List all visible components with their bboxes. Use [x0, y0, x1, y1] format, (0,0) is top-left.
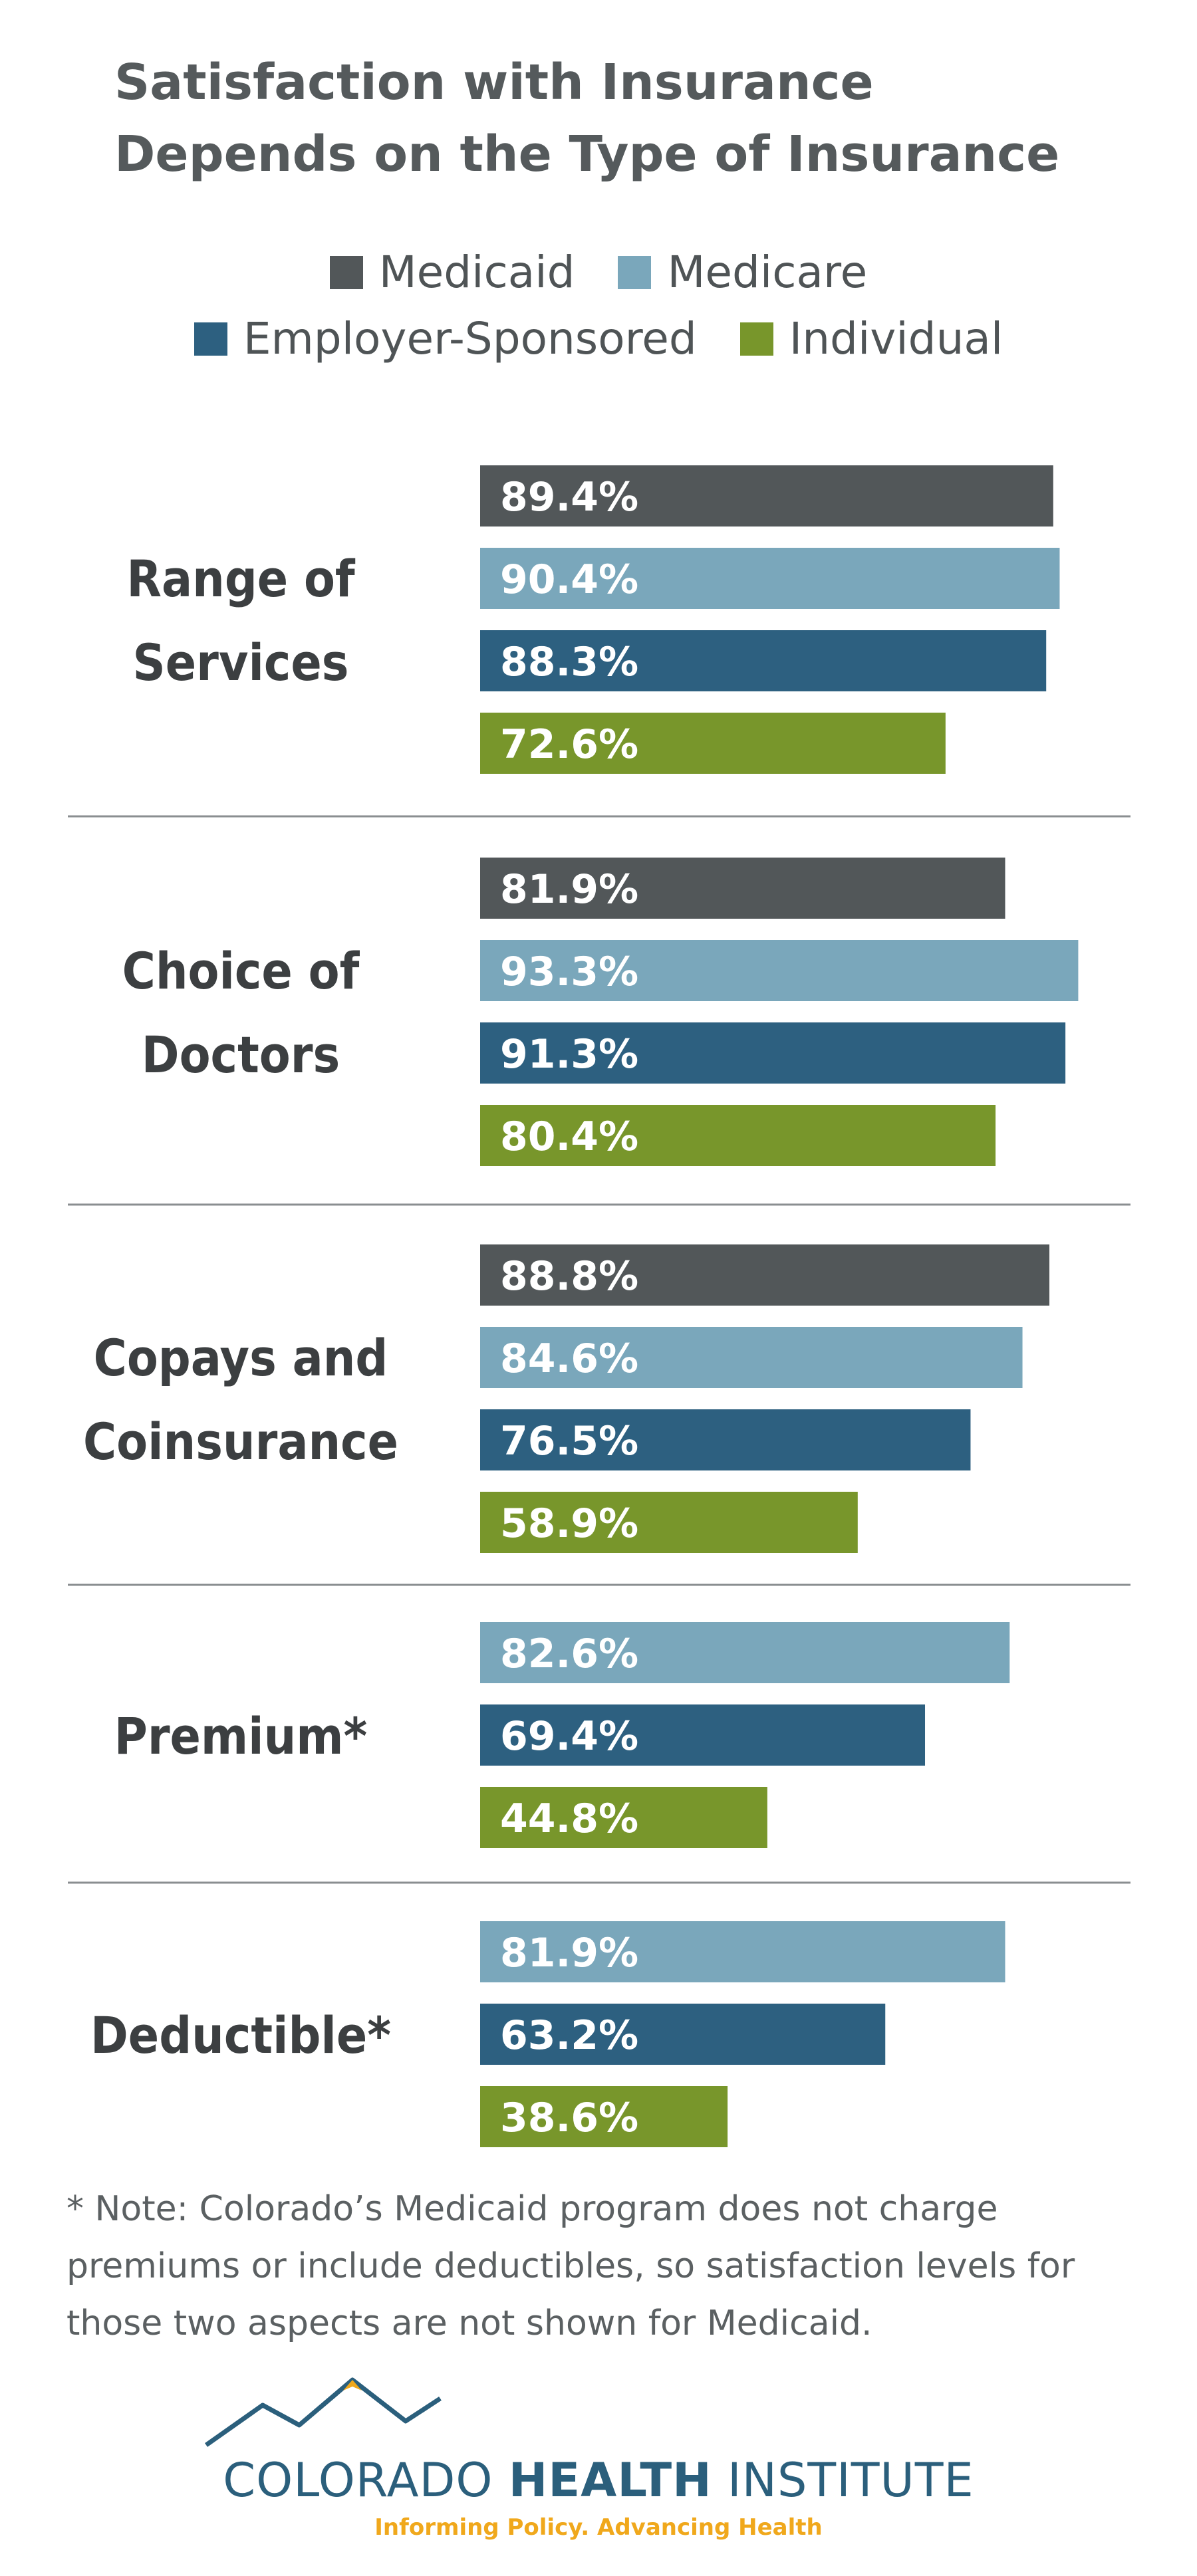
legend-label-medicaid: Medicaid — [378, 247, 575, 298]
legend-item-individual: Individual — [739, 312, 1003, 366]
chart-title-line-1: Satisfaction with Insurance — [114, 54, 874, 111]
logo-tagline: Informing Policy. Advancing Health — [374, 2514, 823, 2541]
bar-range-of-services-employer-sponsored — [480, 630, 1047, 691]
footnote-line-3: those two aspects are not shown for Medi… — [66, 2303, 872, 2343]
legend-label-medicare: Medicare — [667, 247, 868, 298]
bar-value-label-copays-and-coinsurance-medicare: 84.6% — [500, 1336, 638, 1382]
organization-logo: COLORADO HEALTH INSTITUTE Informing Poli… — [0, 2367, 1197, 2566]
legend-item-medicare: Medicare — [618, 246, 867, 299]
legend-item-medicaid: Medicaid — [329, 246, 575, 299]
chart-title: Satisfaction with Insurance Depends on t… — [114, 47, 1152, 190]
category-label-range-of-services-line-1: Range of — [126, 549, 356, 608]
bar-value-label-copays-and-coinsurance-medicaid: 88.8% — [500, 1253, 638, 1300]
bar-value-label-deductible-employer-sponsored: 63.2% — [500, 2012, 638, 2059]
bar-value-label-deductible-individual: 38.6% — [500, 2095, 638, 2141]
bar-premium-individual — [480, 1787, 767, 1848]
legend-row-1: Medicaid Medicare — [0, 246, 1197, 300]
logo-word-light: COLORADO — [223, 2453, 509, 2508]
legend-swatch-medicare — [618, 256, 652, 289]
category-label-copays-and-coinsurance-line-2: Coinsurance — [83, 1412, 398, 1471]
bar-range-of-services-medicare — [480, 548, 1060, 609]
bar-choice-of-doctors-medicaid — [480, 858, 1005, 919]
bar-value-label-choice-of-doctors-individual: 80.4% — [500, 1113, 638, 1160]
legend-label-employer-sponsored: Employer-Sponsored — [243, 313, 697, 364]
bar-value-label-premium-medicare: 82.6% — [500, 1631, 638, 1677]
category-label-copays-and-coinsurance-line-1: Copays and — [94, 1328, 388, 1387]
bar-value-label-copays-and-coinsurance-employer-sponsored: 76.5% — [500, 1418, 638, 1464]
footnote: * Note: Colorado’s Medicaid program does… — [66, 2180, 1157, 2352]
bar-copays-and-coinsurance-medicaid — [480, 1244, 1050, 1306]
category-label-premium-line-1: Premium* — [114, 1706, 368, 1766]
legend-swatch-individual — [739, 322, 773, 356]
bar-copays-and-coinsurance-employer-sponsored — [480, 1409, 971, 1470]
bar-deductible-employer-sponsored — [480, 2004, 886, 2065]
category-label-range-of-services-line-2: Services — [133, 633, 349, 692]
footnote-line-2: premiums or include deductibles, so sati… — [66, 2246, 1075, 2286]
bar-choice-of-doctors-employer-sponsored — [480, 1022, 1066, 1084]
bar-chart: Range of Services 89.4% 90.4% 88.3% 72.6% Choi… — [68, 465, 1130, 2147]
bar-deductible-medicare — [480, 1921, 1005, 1982]
bar-premium-medicare — [480, 1622, 1010, 1683]
bar-value-label-copays-and-coinsurance-individual: 58.9% — [500, 1500, 638, 1547]
bar-value-label-range-of-services-individual: 72.6% — [500, 721, 638, 768]
bar-value-label-range-of-services-employer-sponsored: 88.3% — [500, 639, 638, 685]
legend-label-individual: Individual — [789, 313, 1003, 364]
logo-wordmark: COLORADO HEALTH INSTITUTE — [0, 2453, 1197, 2508]
legend-swatch-employer-sponsored — [194, 322, 227, 356]
mountain-logo-icon — [204, 2377, 442, 2447]
legend-item-employer-sponsored: Employer-Sponsored — [194, 312, 697, 366]
bar-value-label-deductible-medicare: 81.9% — [500, 1930, 638, 1976]
bar-choice-of-doctors-medicare — [480, 940, 1079, 1001]
bar-value-label-range-of-services-medicaid: 89.4% — [500, 474, 638, 521]
bar-deductible-individual — [480, 2086, 728, 2147]
category-label-choice-of-doctors-line-2: Doctors — [142, 1025, 340, 1084]
bar-value-label-choice-of-doctors-medicaid: 81.9% — [500, 866, 638, 913]
bar-range-of-services-individual — [480, 713, 946, 774]
category-label-choice-of-doctors-line-1: Choice of — [122, 941, 360, 1000]
logo-word-end: INSTITUTE — [712, 2453, 974, 2508]
bar-value-label-choice-of-doctors-employer-sponsored: 91.3% — [500, 1031, 638, 1078]
bar-premium-employer-sponsored — [480, 1704, 926, 1766]
chart-title-line-2: Depends on the Type of Insurance — [114, 126, 1060, 183]
bar-copays-and-coinsurance-individual — [480, 1492, 858, 1553]
bar-range-of-services-medicaid — [480, 465, 1053, 527]
category-label-deductible-line-1: Deductible* — [90, 2006, 391, 2065]
legend-swatch-medicaid — [329, 256, 363, 289]
logo-word-bold: HEALTH — [508, 2453, 712, 2508]
footnote-line-1: * Note: Colorado’s Medicaid program does… — [66, 2189, 998, 2229]
bar-copays-and-coinsurance-medicare — [480, 1327, 1023, 1388]
bar-value-label-premium-individual: 44.8% — [500, 1796, 638, 1842]
legend-row-2: Employer-Sponsored Individual — [0, 312, 1197, 366]
bar-value-label-range-of-services-medicare: 90.4% — [500, 556, 638, 603]
bar-value-label-choice-of-doctors-medicare: 93.3% — [500, 949, 638, 995]
bar-value-label-premium-employer-sponsored: 69.4% — [500, 1713, 638, 1760]
bar-choice-of-doctors-individual — [480, 1105, 996, 1166]
